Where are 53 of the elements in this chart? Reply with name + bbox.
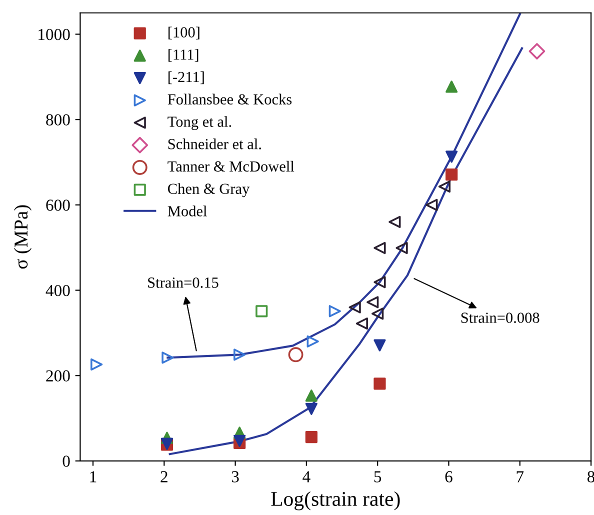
y-tick-label: 0 <box>62 456 70 467</box>
legend-label: Model <box>168 206 207 216</box>
point <box>366 296 379 308</box>
point <box>388 216 401 228</box>
y-tick-label: 600 <box>46 200 70 211</box>
y-tick-label: 400 <box>46 284 70 296</box>
point <box>256 305 268 318</box>
legend-label: Follansbee & Kocks <box>168 94 292 105</box>
point <box>305 390 318 402</box>
y-tick-label: 800 <box>46 114 70 126</box>
x-tick-label: 4 <box>302 471 310 482</box>
x-tick-label: 3 <box>232 471 239 482</box>
point <box>306 335 319 348</box>
point <box>348 301 361 314</box>
point <box>234 348 246 361</box>
legend-label: [-211] <box>168 71 204 84</box>
legend-label: Schneider et al. <box>168 138 261 150</box>
point <box>374 378 386 390</box>
y-tick-label: 1000 <box>38 28 70 40</box>
point <box>234 434 246 447</box>
point <box>162 352 174 364</box>
x-tick-label: 7 <box>516 471 524 482</box>
point <box>328 305 341 318</box>
annotation: Strain=0.15 <box>148 277 218 288</box>
legend-label: Tanner & McDowell <box>168 160 294 172</box>
point <box>372 308 384 320</box>
point <box>446 150 458 163</box>
point <box>528 43 546 60</box>
point <box>305 430 318 444</box>
point <box>446 168 458 181</box>
point <box>90 358 103 371</box>
y-tick-label: 200 <box>46 370 70 382</box>
point <box>446 80 458 93</box>
point <box>356 317 368 330</box>
point <box>438 180 451 193</box>
point <box>374 276 386 288</box>
point <box>374 242 386 254</box>
y-axis-title: σ (MPa) <box>14 205 32 269</box>
point <box>374 339 386 352</box>
legend-label: Chen & Gray <box>168 183 250 198</box>
x-tick-label: 2 <box>160 471 168 482</box>
point <box>426 198 438 211</box>
x-tick-label: 1 <box>90 471 96 482</box>
annotation: Strain=0.008 <box>461 312 540 323</box>
point <box>396 242 408 254</box>
x-tick-label: 5 <box>374 471 382 482</box>
point <box>288 347 304 362</box>
legend-label: Tong et al. <box>168 116 232 130</box>
legend-label: [100] <box>168 26 200 40</box>
point <box>305 402 318 415</box>
x-axis-title: Log(strain rate) <box>271 491 400 510</box>
x-tick-label: 6 <box>445 471 452 482</box>
legend-label: [111] <box>168 49 198 62</box>
